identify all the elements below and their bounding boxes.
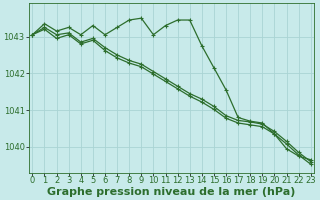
X-axis label: Graphe pression niveau de la mer (hPa): Graphe pression niveau de la mer (hPa) — [47, 187, 296, 197]
